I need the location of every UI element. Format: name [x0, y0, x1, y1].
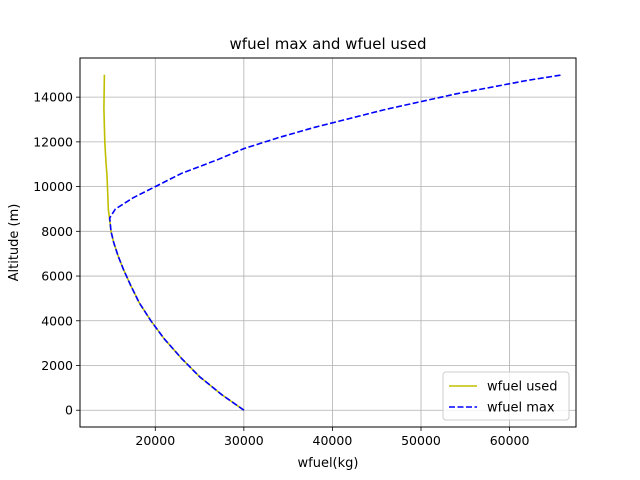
y-tick-label: 10000: [33, 179, 73, 194]
x-axis-label: wfuel(kg): [298, 456, 359, 471]
y-axis-label: Altitude (m): [7, 204, 22, 282]
y-tick-label: 14000: [33, 90, 73, 105]
x-tick-label: 30000: [224, 433, 264, 448]
chart-title: wfuel max and wfuel used: [230, 35, 427, 53]
legend-box: [442, 371, 570, 421]
y-tick-label: 4000: [41, 313, 73, 328]
grid-lines: [80, 58, 576, 427]
legend: wfuel used wfuel max: [442, 371, 570, 421]
y-tick-label: 2000: [41, 358, 73, 373]
y-tick-label: 8000: [41, 224, 73, 239]
x-tick-label: 60000: [490, 433, 530, 448]
x-tick-label: 40000: [313, 433, 353, 448]
data-series: [103, 74, 563, 411]
legend-label: wfuel max: [487, 401, 555, 416]
y-tick-label: 6000: [41, 269, 73, 284]
axes-frame: [79, 57, 577, 428]
axis-ticks: 20000 30000 40000 50000 60000 0 2000 4000 6000 80…: [33, 90, 529, 448]
y-tick-label: 0: [65, 403, 73, 418]
x-tick-label: 50000: [401, 433, 441, 448]
x-tick-label: 20000: [135, 433, 175, 448]
y-tick-label: 12000: [33, 134, 73, 149]
legend-label: wfuel used: [487, 380, 557, 395]
